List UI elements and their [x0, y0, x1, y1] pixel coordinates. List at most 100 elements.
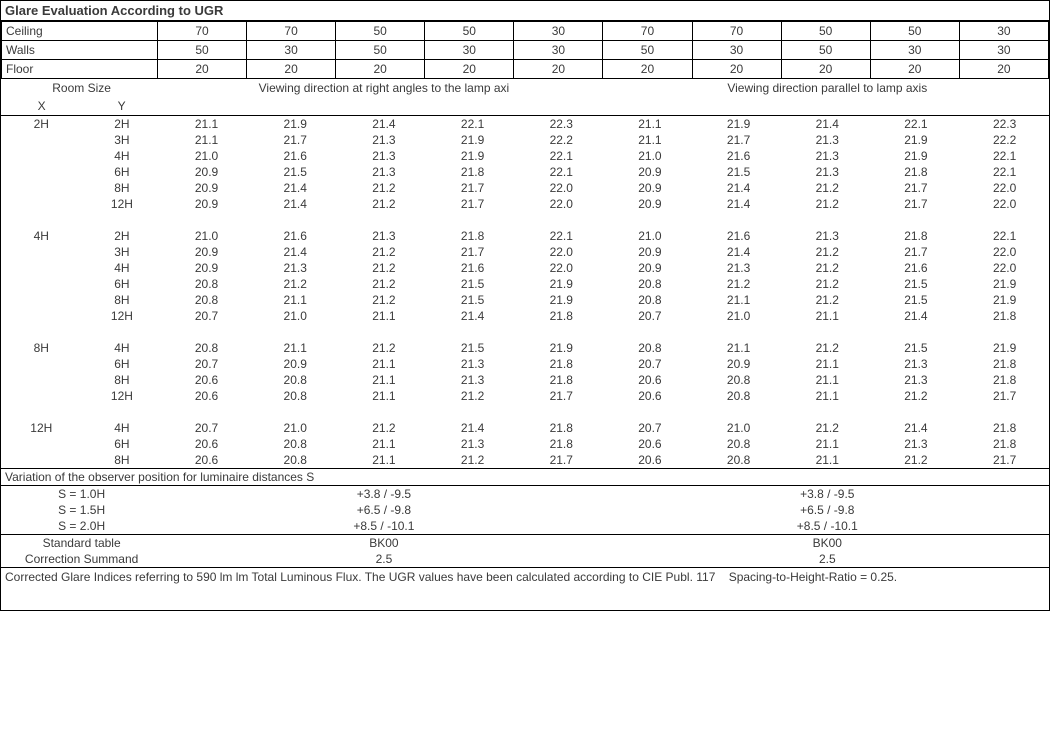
data-cell: 21.6 [872, 260, 961, 276]
table-row: 12H20.620.821.121.221.720.620.821.121.22… [1, 388, 1049, 404]
x-cell [1, 244, 82, 260]
ceiling-val: 50 [870, 22, 959, 41]
data-cell: 21.9 [428, 132, 517, 148]
data-cell: 21.0 [694, 308, 783, 324]
data-cell: 20.8 [694, 372, 783, 388]
data-cell: 20.8 [694, 452, 783, 468]
var-s-label: S = 2.0H [1, 518, 162, 534]
data-cell: 21.1 [783, 452, 872, 468]
data-cell: 20.6 [162, 388, 251, 404]
x-cell [1, 180, 82, 196]
data-cell: 21.1 [340, 356, 429, 372]
var-s-left: +3.8 / -9.5 [162, 486, 605, 503]
y-cell: 4H [82, 148, 163, 164]
table-row: 3H20.921.421.221.722.020.921.421.221.722… [1, 244, 1049, 260]
data-cell: 21.5 [428, 292, 517, 308]
data-cell: 21.2 [783, 292, 872, 308]
table-row: 4H20.921.321.221.622.020.921.321.221.622… [1, 260, 1049, 276]
data-cell: 22.3 [517, 116, 606, 132]
data-cell: 21.6 [694, 228, 783, 244]
spacer-row [1, 324, 1049, 340]
corr-summand-right: 2.5 [606, 551, 1049, 567]
data-cell: 21.6 [251, 148, 340, 164]
data-body-table: 2H2H21.121.921.422.122.321.121.921.422.1… [1, 116, 1049, 468]
data-cell: 20.7 [606, 356, 695, 372]
data-cell: 20.6 [162, 436, 251, 452]
data-cell: 21.5 [428, 340, 517, 356]
table-row: 8H20.620.821.121.221.720.620.821.121.221… [1, 452, 1049, 468]
data-cell: 22.1 [517, 228, 606, 244]
data-cell: 21.4 [694, 244, 783, 260]
data-cell: 20.6 [606, 388, 695, 404]
data-cell: 22.1 [517, 148, 606, 164]
data-cell: 20.8 [251, 388, 340, 404]
x-cell [1, 260, 82, 276]
standard-table-section: Standard table BK00 BK00 Correction Summ… [1, 534, 1049, 567]
data-cell: 21.4 [872, 308, 961, 324]
data-cell: 21.9 [517, 276, 606, 292]
data-cell: 20.9 [251, 356, 340, 372]
x-cell [1, 388, 82, 404]
data-cell: 22.0 [517, 260, 606, 276]
data-cell: 21.9 [517, 292, 606, 308]
data-cell: 20.7 [162, 356, 251, 372]
data-cell: 21.3 [340, 148, 429, 164]
data-cell: 21.5 [872, 292, 961, 308]
data-cell: 21.7 [960, 388, 1049, 404]
data-cell: 21.9 [694, 116, 783, 132]
footnote-text: Corrected Glare Indices referring to 590… [1, 567, 1049, 586]
data-cell: 21.8 [517, 420, 606, 436]
y-cell: 6H [82, 276, 163, 292]
x-cell [1, 164, 82, 180]
ceiling-val: 70 [692, 22, 781, 41]
data-cell: 21.9 [960, 292, 1049, 308]
data-cell: 21.7 [517, 388, 606, 404]
data-cell: 21.1 [340, 388, 429, 404]
data-cell: 22.1 [428, 116, 517, 132]
data-cell: 21.1 [694, 340, 783, 356]
data-cell: 21.0 [251, 420, 340, 436]
data-cell: 21.3 [872, 436, 961, 452]
data-cell: 20.8 [606, 276, 695, 292]
data-cell: 21.2 [340, 180, 429, 196]
table-row: 8H20.620.821.121.321.820.620.821.121.321… [1, 372, 1049, 388]
reflectance-header-table: Ceiling 70 70 50 50 30 70 70 50 50 30 Wa… [1, 21, 1049, 79]
data-cell: 22.0 [960, 180, 1049, 196]
data-cell: 20.9 [162, 164, 251, 180]
ceiling-val: 50 [336, 22, 425, 41]
data-cell: 20.6 [606, 436, 695, 452]
corr-summand-left: 2.5 [162, 551, 605, 567]
data-cell: 21.8 [960, 372, 1049, 388]
data-cell: 21.6 [694, 148, 783, 164]
data-cell: 21.8 [960, 420, 1049, 436]
floor-val: 20 [336, 60, 425, 79]
data-cell: 21.1 [606, 132, 695, 148]
data-cell: 21.2 [340, 244, 429, 260]
table-row: 2H2H21.121.921.422.122.321.121.921.422.1… [1, 116, 1049, 132]
data-cell: 21.0 [251, 308, 340, 324]
data-cell: 21.1 [783, 388, 872, 404]
spacer-row [1, 404, 1049, 420]
data-cell: 21.3 [340, 164, 429, 180]
data-cell: 20.9 [162, 180, 251, 196]
data-cell: 22.0 [517, 180, 606, 196]
data-cell: 21.3 [783, 148, 872, 164]
floor-val: 20 [959, 60, 1048, 79]
walls-val: 30 [692, 41, 781, 60]
floor-val: 20 [781, 60, 870, 79]
data-cell: 20.8 [251, 452, 340, 468]
data-cell: 20.8 [694, 436, 783, 452]
data-cell: 21.1 [783, 372, 872, 388]
data-cell: 21.3 [783, 228, 872, 244]
table-row: 12H20.921.421.221.722.020.921.421.221.72… [1, 196, 1049, 212]
data-cell: 21.8 [872, 228, 961, 244]
walls-val: 50 [603, 41, 692, 60]
data-cell: 21.3 [783, 164, 872, 180]
data-cell: 21.2 [340, 340, 429, 356]
data-cell: 20.9 [606, 180, 695, 196]
spacer-row [1, 212, 1049, 228]
x-cell: 8H [1, 340, 82, 356]
floor-val: 20 [603, 60, 692, 79]
data-cell: 21.3 [872, 372, 961, 388]
data-cell: 20.8 [162, 292, 251, 308]
